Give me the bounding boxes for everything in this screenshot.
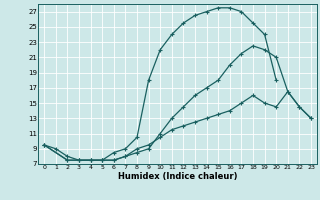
X-axis label: Humidex (Indice chaleur): Humidex (Indice chaleur) bbox=[118, 172, 237, 181]
